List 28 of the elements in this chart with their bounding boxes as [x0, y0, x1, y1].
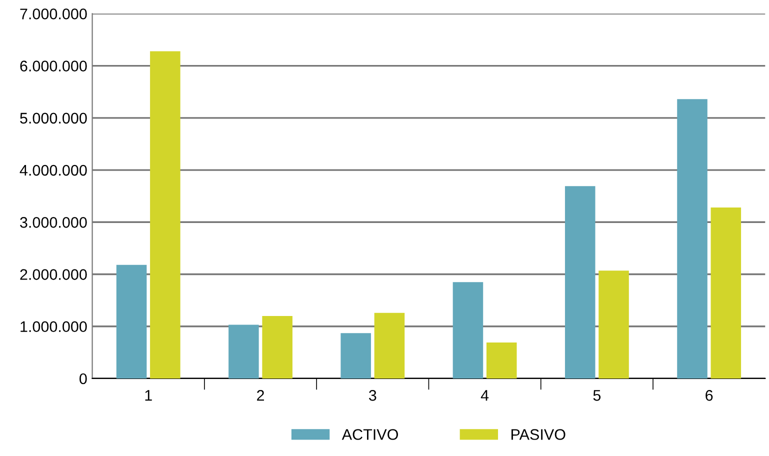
bar — [228, 324, 259, 378]
bar — [374, 312, 405, 378]
y-tick-label: 6.000.000 — [20, 60, 87, 72]
x-tick-label: 1 — [145, 390, 152, 401]
bar — [340, 333, 371, 378]
bar — [710, 208, 742, 378]
bar — [262, 316, 292, 378]
bar — [677, 99, 708, 378]
y-tick-label: 2.000.000 — [20, 269, 87, 280]
bar — [564, 186, 596, 378]
x-tick-label: 6 — [706, 390, 713, 401]
y-tick-label: 0 — [80, 373, 87, 384]
y-tick-label: 4.000.000 — [20, 164, 87, 176]
x-tick-label: 3 — [368, 390, 376, 401]
bar — [452, 282, 484, 378]
legend-label: ACTIVO — [342, 429, 398, 440]
x-tick-label: 2 — [257, 390, 264, 401]
x-tick-label: 5 — [593, 390, 601, 401]
bar — [486, 342, 517, 378]
y-tick-label: 5.000.000 — [20, 112, 87, 124]
bar — [116, 264, 147, 378]
x-tick-label: 4 — [480, 390, 489, 401]
y-tick-label: 7.000.000 — [20, 8, 87, 20]
bar — [150, 51, 180, 378]
y-tick-label: 1.000.000 — [20, 321, 87, 332]
legend-label: PASIVO — [512, 429, 566, 440]
y-tick-label: 3.000.000 — [20, 217, 87, 228]
bar — [598, 270, 629, 378]
